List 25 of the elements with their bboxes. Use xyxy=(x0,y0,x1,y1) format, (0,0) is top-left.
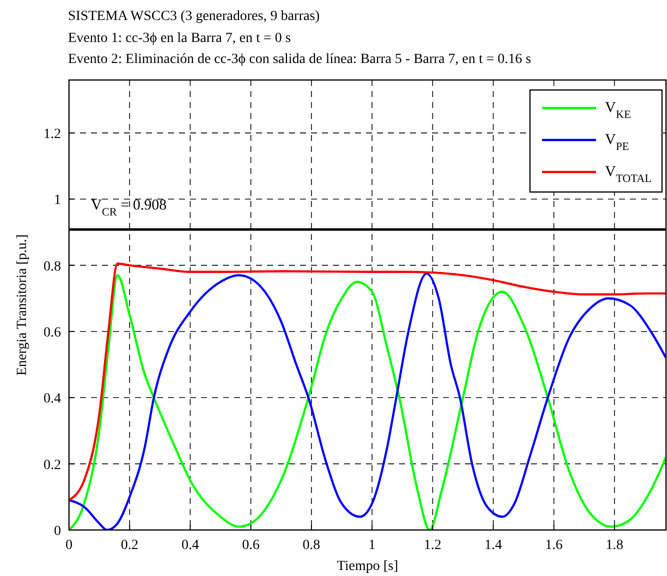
x-tick-label: 0.8 xyxy=(302,538,320,553)
x-tick-label: 0 xyxy=(66,538,72,553)
y-tick-label: 0.6 xyxy=(44,325,61,340)
y-tick-label: 0 xyxy=(54,524,61,539)
x-tick-label: 0.4 xyxy=(181,538,199,553)
legend-label: V$_{KE}$ xyxy=(605,100,631,121)
y-tick-label: 0.8 xyxy=(44,259,61,274)
y-tick-label: 1.2 xyxy=(44,126,61,142)
x-tick-label: 1 xyxy=(368,538,376,553)
x-tick-label: 1.4 xyxy=(484,538,502,553)
y-tick-label: 0.4 xyxy=(44,392,61,407)
x-axis-title: Tiempo [s] xyxy=(336,559,398,574)
chart-title: SISTEMA WSCC3 (3 generadores, 9 barras) xyxy=(68,9,320,24)
ref-line-label: V$_{CR}$ = 0.908 xyxy=(91,198,167,219)
y-tick-label: 1 xyxy=(54,193,61,208)
legend-label: V$_{PE}$ xyxy=(605,132,630,153)
chart-subtitle: Evento 1: cc-3ϕ en la Barra 7, en t = 0 s Evento 2: Eliminación de cc-3ϕ con salida de línea: Barra 5 - Barra 7, en t = 0.16 s xyxy=(68,31,532,67)
x-tick-label: 1.8 xyxy=(606,538,624,553)
y-tick-label: 0.2 xyxy=(44,458,61,473)
y-axis-title: Energia Transitoria [p.u.] xyxy=(15,234,30,376)
x-tick-label: 1.2 xyxy=(424,538,442,553)
x-tick-label: 0.2 xyxy=(120,538,138,553)
x-tick-label: 0.6 xyxy=(242,538,260,553)
legend-label: V$_{TOTAL}$ xyxy=(605,164,652,185)
x-tick-label: 1.6 xyxy=(545,538,563,553)
